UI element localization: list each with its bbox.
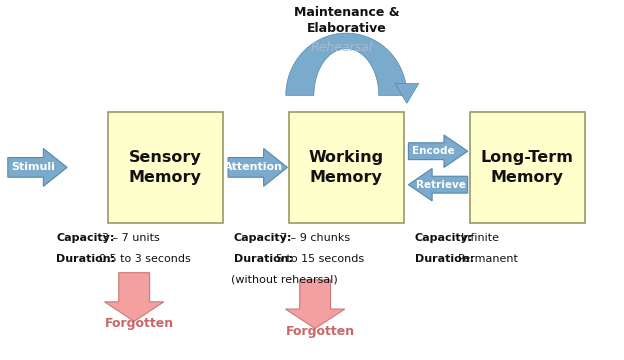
Text: Working
Memory: Working Memory [309, 150, 384, 185]
Polygon shape [408, 168, 468, 201]
Polygon shape [395, 84, 419, 103]
Text: Encode: Encode [412, 146, 455, 156]
Text: Long-Term
Memory: Long-Term Memory [481, 150, 573, 185]
Polygon shape [286, 33, 407, 95]
Text: 7 – 9 chunks: 7 – 9 chunks [280, 233, 349, 243]
Text: Infinite: Infinite [461, 233, 499, 243]
Text: 0.5 to 3 seconds: 0.5 to 3 seconds [99, 254, 190, 264]
Text: Sensory
Memory: Sensory Memory [129, 150, 202, 185]
Text: Duration:: Duration: [56, 254, 115, 264]
Text: (without rehearsal): (without rehearsal) [230, 274, 338, 284]
Text: 3 – 7 units: 3 – 7 units [102, 233, 160, 243]
FancyBboxPatch shape [469, 112, 585, 223]
Polygon shape [7, 148, 67, 186]
Text: Forgotten: Forgotten [286, 325, 355, 338]
Text: Capacity:: Capacity: [234, 233, 293, 243]
Polygon shape [286, 280, 344, 328]
Text: Duration:: Duration: [234, 254, 293, 264]
FancyBboxPatch shape [288, 112, 404, 223]
Text: Capacity:: Capacity: [415, 233, 474, 243]
Text: Stimuli: Stimuli [11, 162, 55, 172]
Text: Attention: Attention [223, 162, 283, 172]
Text: Permanent: Permanent [457, 254, 519, 264]
Text: Forgotten: Forgotten [105, 318, 174, 330]
Text: Rehearsal: Rehearsal [311, 41, 373, 54]
FancyBboxPatch shape [108, 112, 223, 223]
Text: 5 to 15 seconds: 5 to 15 seconds [276, 254, 364, 264]
Text: Retrieve: Retrieve [416, 180, 466, 190]
Text: Elaborative: Elaborative [306, 22, 386, 35]
Text: Duration:: Duration: [415, 254, 474, 264]
Text: Maintenance &: Maintenance & [293, 6, 399, 19]
Polygon shape [104, 273, 163, 321]
Text: Capacity:: Capacity: [56, 233, 115, 243]
Polygon shape [408, 135, 468, 167]
Polygon shape [228, 148, 287, 186]
